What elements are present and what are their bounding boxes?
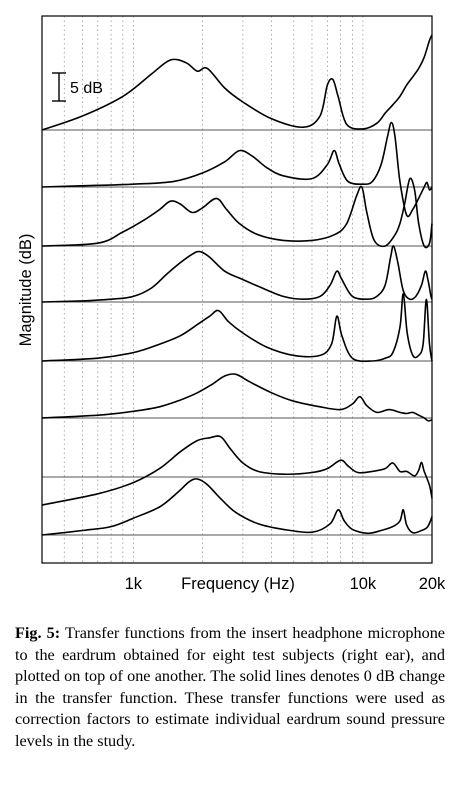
y-axis-label: Magnitude (dB) <box>17 234 35 347</box>
x-tick-label: 1k <box>125 575 143 593</box>
zero-db-lines <box>42 129 432 536</box>
scale-bar-label: 5 dB <box>70 80 103 97</box>
subject-curve-8 <box>41 478 433 536</box>
plot-frame <box>41 15 433 564</box>
subject-curve-3 <box>41 177 433 249</box>
x-axis-label: Frequency (Hz) <box>181 575 295 593</box>
caption-text: Transfer functions from the insert headp… <box>15 624 445 750</box>
subject-curve-7 <box>41 435 433 506</box>
figure-caption: Fig. 5: Transfer functions from the inse… <box>15 623 445 752</box>
x-tick-label: 20k <box>419 575 446 593</box>
caption-label: Fig. 5: <box>15 624 61 642</box>
figure-chart: 1k 10k 20k 5 dB Frequency (Hz) Magnitude (… <box>17 15 446 593</box>
subject-curve-4 <box>41 245 433 303</box>
subject-curve-5 <box>41 292 433 363</box>
subject-curve-6 <box>41 373 433 422</box>
x-axis-ticks: 1k 10k 20k <box>125 575 446 593</box>
scale-bar: 5 dB <box>52 72 103 102</box>
subject-curve-2 <box>41 121 433 218</box>
transfer-function-curves <box>41 34 433 536</box>
x-tick-label: 10k <box>350 575 377 593</box>
subject-curve-1 <box>41 34 433 131</box>
